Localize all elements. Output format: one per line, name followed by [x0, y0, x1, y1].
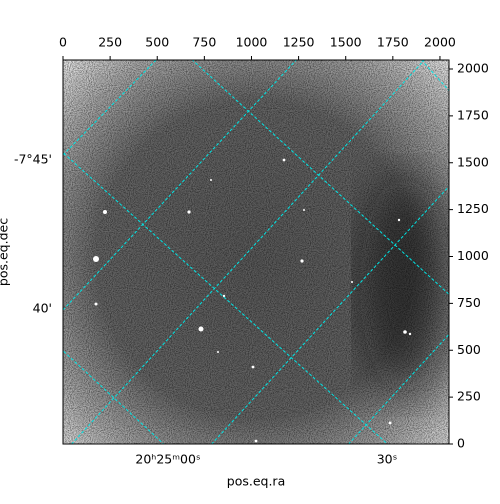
world-y-tick-label: 40'	[33, 301, 52, 316]
y-tick-label: 1250	[457, 201, 489, 216]
plot-frame	[62, 59, 450, 445]
y-tick-label: 1750	[457, 107, 489, 122]
x-tick-label: 1500	[330, 35, 362, 50]
x-tick-label: 0	[59, 35, 67, 50]
x-tick-label: 1250	[283, 35, 315, 50]
y-tick-label: 750	[457, 295, 481, 310]
sky-image	[63, 60, 449, 444]
y-tick-label: 250	[457, 389, 481, 404]
x-tick-label: 1750	[377, 35, 409, 50]
y-tick-label: 500	[457, 342, 481, 357]
x-tick-label: 250	[98, 35, 122, 50]
x-tick-label: 2000	[424, 35, 456, 50]
x-axis-label: pos.eq.ra	[227, 474, 285, 489]
y-tick-label: 1000	[457, 248, 489, 263]
y-tick-label: 2000	[457, 61, 489, 76]
world-x-tick-label: 30ˢ	[377, 452, 398, 467]
world-x-tick-label: 20ʰ25ᵐ00ˢ	[135, 452, 200, 467]
y-tick-label: 0	[457, 436, 465, 451]
x-tick-label: 750	[192, 35, 216, 50]
x-tick-label: 1000	[236, 35, 268, 50]
world-y-tick-label: -7°45'	[14, 152, 52, 167]
y-tick-label: 1500	[457, 154, 489, 169]
x-tick-label: 500	[145, 35, 169, 50]
world-grid	[63, 60, 449, 444]
y-axis-label: pos.eq.dec	[0, 218, 11, 286]
